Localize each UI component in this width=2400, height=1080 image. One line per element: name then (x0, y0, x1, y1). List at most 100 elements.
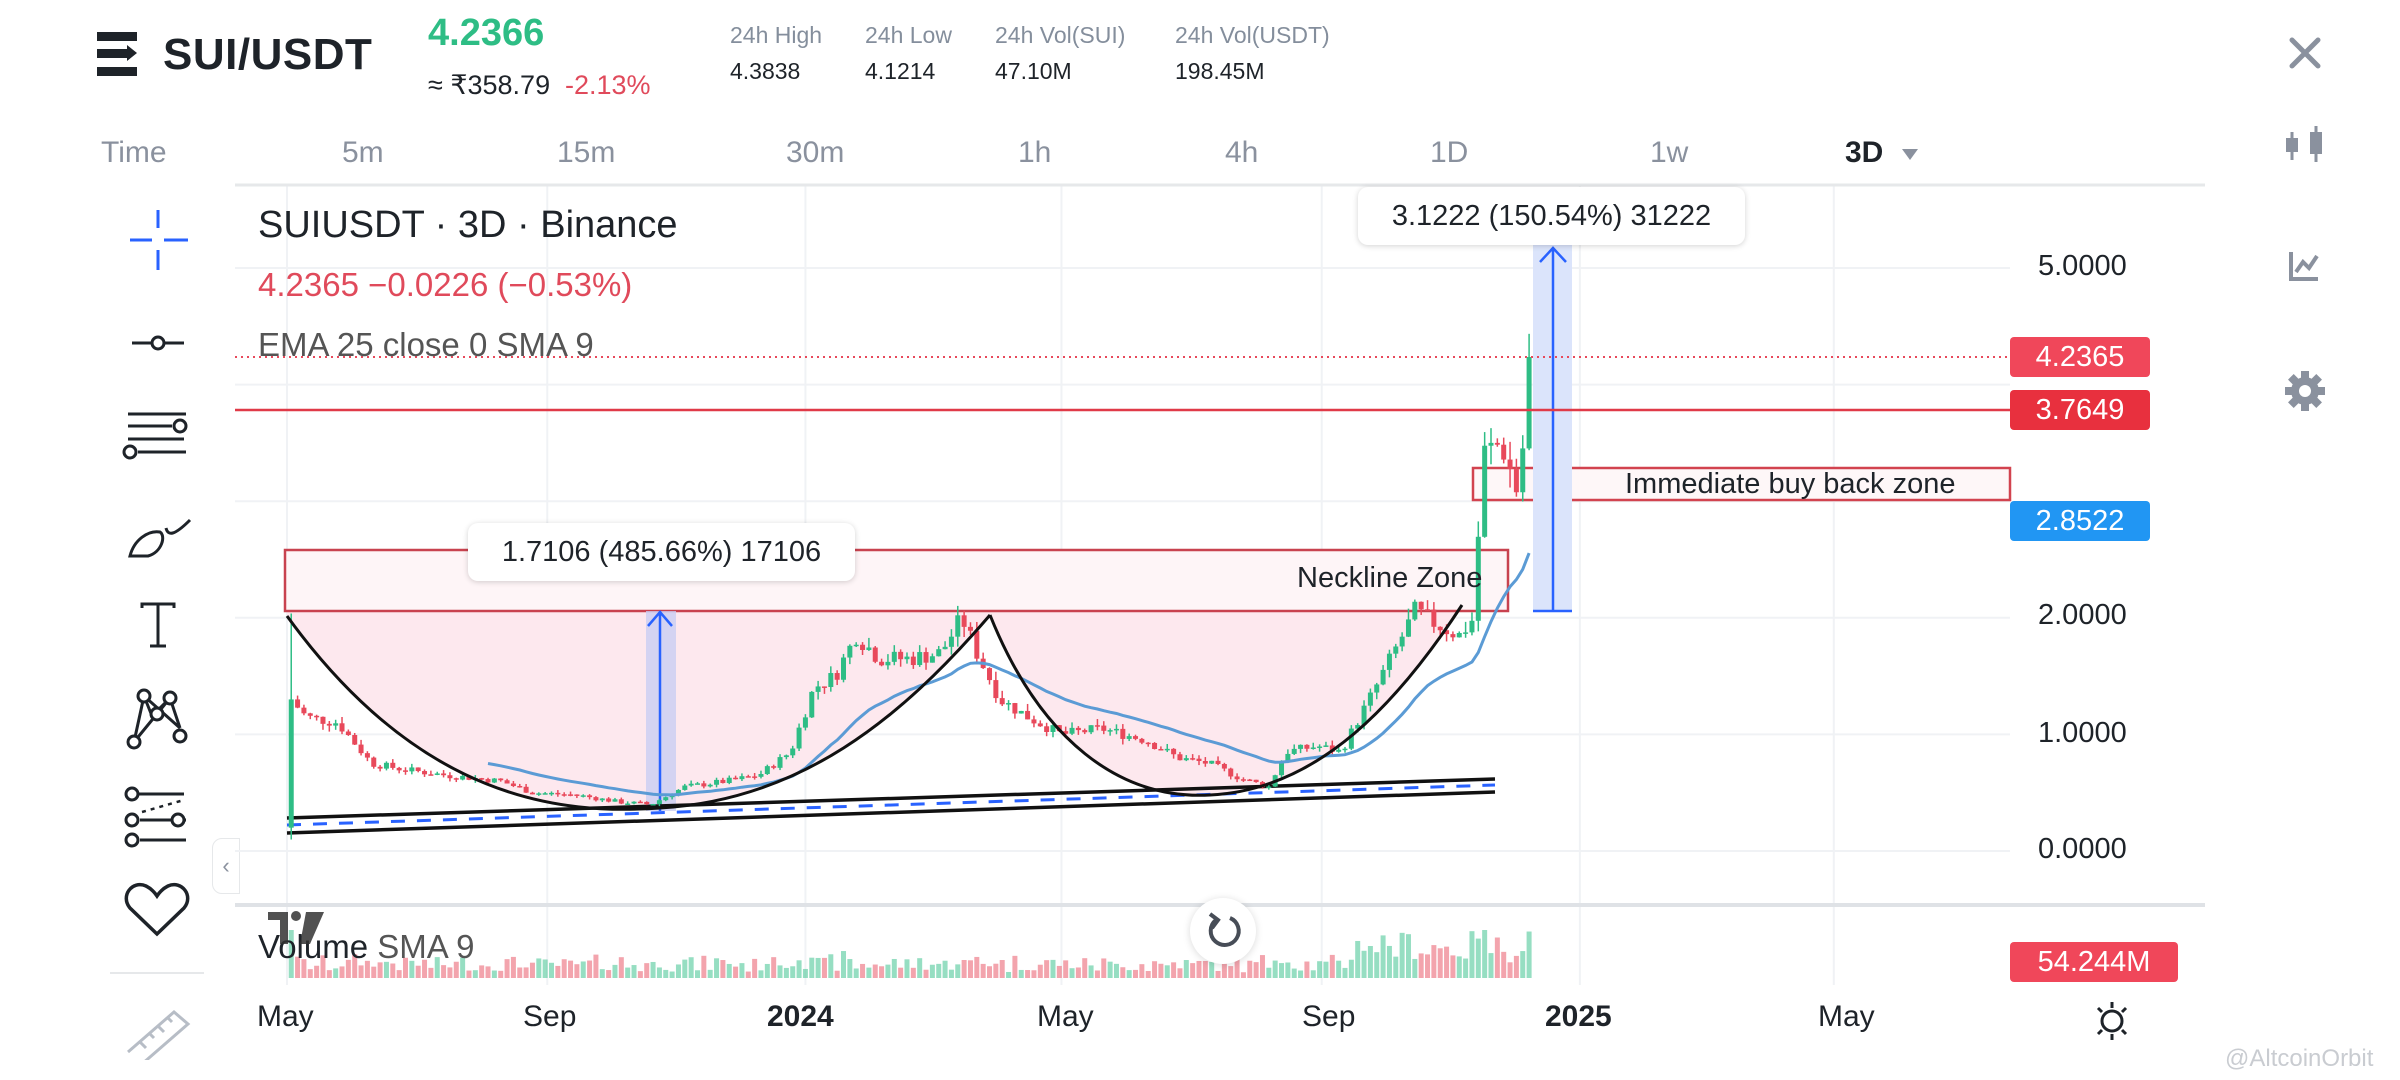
volume-bar (491, 970, 497, 978)
volume-bar (1444, 946, 1450, 978)
timeframe-1w[interactable]: 1w (1650, 136, 1689, 169)
volume-bar (1082, 958, 1088, 978)
candle-body (428, 774, 434, 776)
candle-body (1374, 684, 1380, 693)
candle-body (777, 757, 783, 768)
fib-lines-icon[interactable] (120, 410, 194, 466)
volume-bar (1190, 963, 1196, 978)
volume-bar (1247, 960, 1253, 978)
volume-bar (1279, 963, 1285, 978)
brush-icon[interactable] (124, 500, 194, 560)
volume-bar (917, 958, 923, 978)
timeframe-4h[interactable]: 4h (1225, 136, 1259, 169)
volume-bar (1139, 964, 1145, 978)
volume-bar (1336, 960, 1342, 978)
candle-body (1234, 776, 1240, 780)
volume-bar (460, 957, 466, 978)
candle-body (485, 779, 491, 783)
volume-bar (1075, 967, 1081, 978)
measure-1-label[interactable]: 1.7106 (485.66%) 17106 (468, 523, 855, 581)
volume-bar (415, 965, 421, 978)
candle-body (295, 699, 301, 708)
volume-bar (1196, 960, 1202, 978)
candle-body (1126, 736, 1132, 739)
candle-body (1412, 601, 1418, 620)
candle-body (1133, 736, 1139, 739)
volume-bar (987, 966, 993, 978)
volume-bar (714, 958, 720, 978)
forecast-icon[interactable] (122, 786, 192, 848)
volume-bar (529, 962, 535, 978)
volume-bar (720, 960, 726, 978)
pair-title[interactable]: SUI/USDT (163, 30, 373, 79)
candle-body (1425, 609, 1431, 611)
menu-logo-icon[interactable] (97, 32, 141, 76)
candle-body (688, 783, 694, 786)
volume-bar (453, 961, 459, 978)
volume-bar (650, 961, 656, 978)
candle-body (771, 766, 777, 768)
timeframe-1h[interactable]: 1h (1018, 136, 1052, 169)
candle-body (1450, 634, 1456, 638)
timeframe-1d[interactable]: 1D (1430, 136, 1469, 169)
volume-legend[interactable]: Volume SMA 9 (258, 928, 474, 966)
candle-body (917, 652, 923, 666)
volume-bar (923, 969, 929, 978)
timeframe-3d-selected[interactable]: 3D (1845, 136, 1918, 170)
candle-body (314, 715, 320, 718)
candle-body (637, 801, 643, 804)
ruler-icon[interactable] (124, 1000, 194, 1060)
candle-body (904, 656, 910, 660)
volume-bar (390, 963, 396, 978)
text-icon[interactable] (138, 602, 178, 650)
gear-icon[interactable] (2283, 369, 2327, 413)
collapse-toolbar-button[interactable]: ‹ (212, 838, 240, 894)
volume-bar (1037, 964, 1043, 978)
volume-bar (999, 960, 1005, 978)
trend-line-icon[interactable] (128, 328, 188, 358)
candle-body (1329, 745, 1335, 752)
volume-bar (1018, 969, 1024, 978)
legend-indicator[interactable]: EMA 25 close 0 SMA 9 (258, 326, 594, 363)
volume-bar (606, 970, 612, 978)
volume-bar (885, 964, 891, 978)
candle-body (1367, 692, 1373, 706)
timeframe-15m[interactable]: 15m (557, 136, 616, 169)
volume-bar (1501, 951, 1507, 978)
timeframe-30m[interactable]: 30m (786, 136, 845, 169)
volume-bar (656, 967, 662, 978)
candle-body (422, 771, 428, 775)
indicator-chart-icon[interactable] (2286, 248, 2322, 284)
candle-body (447, 775, 453, 779)
volume-bar (1469, 931, 1475, 978)
volume-bar (1507, 962, 1513, 978)
x-tick-label: 2024 (767, 1000, 834, 1033)
volume-bar (409, 960, 415, 978)
volume-bar (326, 970, 332, 978)
volume-bars (288, 930, 1532, 978)
volume-bar (1272, 960, 1278, 978)
volume-bar (1291, 968, 1297, 978)
close-icon[interactable] (2288, 36, 2322, 70)
volume-bar (752, 958, 758, 978)
crosshair-icon[interactable] (128, 208, 188, 280)
timeframe-time[interactable]: Time (101, 136, 167, 169)
candle-body (802, 717, 808, 728)
candle-body (453, 778, 459, 780)
volume-bar (1425, 954, 1431, 978)
measure-2-label[interactable]: 3.1222 (150.54%) 31222 (1358, 187, 1745, 245)
sun-icon[interactable] (2092, 1000, 2132, 1042)
heart-icon[interactable] (122, 880, 192, 938)
timeframe-5m[interactable]: 5m (342, 136, 384, 169)
reset-chart-button[interactable] (1190, 898, 1256, 964)
volume-bar (574, 964, 580, 978)
candlestick-icon[interactable] (2282, 122, 2328, 168)
pattern-icon[interactable] (124, 688, 194, 752)
neckline-zone-label: Neckline Zone (1297, 562, 1483, 594)
candle-body (891, 651, 897, 662)
y-tick-label: 2.0000 (2038, 599, 2127, 631)
volume-bar (783, 967, 789, 978)
volume-bar (675, 964, 681, 978)
candle-body (1183, 758, 1189, 761)
